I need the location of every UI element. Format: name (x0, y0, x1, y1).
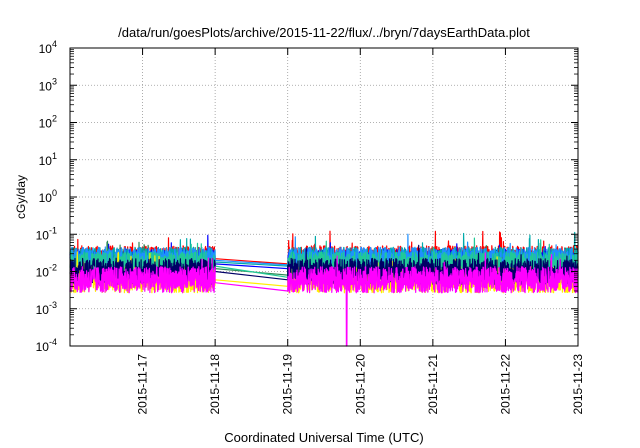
x-tick-label: 2015-11-17 (136, 354, 150, 415)
x-tick-label: 2015-11-20 (353, 354, 367, 415)
chart-title: /data/run/goesPlots/archive/2015-11-22/f… (118, 25, 530, 40)
data-series (69, 230, 579, 347)
y-tick-label: 103 (39, 76, 57, 93)
y-tick-label: 10-2 (36, 263, 57, 280)
x-axis-label: Coordinated Universal Time (UTC) (224, 430, 423, 445)
x-tick-label: 2015-11-21 (426, 354, 440, 415)
series-line-9 (69, 252, 579, 347)
y-axis-label: cGy/day (14, 175, 28, 219)
x-tick-label: 2015-11-22 (498, 354, 512, 415)
y-tick-label: 10-1 (36, 225, 57, 242)
x-tick-label: 2015-11-23 (571, 354, 585, 415)
y-axis: 10-4 10-3 10-2 10-1 100 101 102 103 104 (36, 39, 578, 354)
y-tick-label: 10-4 (36, 337, 57, 354)
y-tick-label: 104 (39, 39, 57, 56)
y-tick-label: 102 (39, 114, 57, 131)
y-tick-label: 10-3 (36, 300, 57, 317)
x-tick-label: 2015-11-18 (208, 354, 222, 415)
y-tick-label: 101 (39, 151, 57, 168)
y-tick-label: 100 (39, 188, 57, 205)
x-axis: 2015-11-17 2015-11-18 2015-11-19 2015-11-20… (136, 48, 585, 415)
x-tick-label: 2015-11-19 (281, 354, 295, 415)
